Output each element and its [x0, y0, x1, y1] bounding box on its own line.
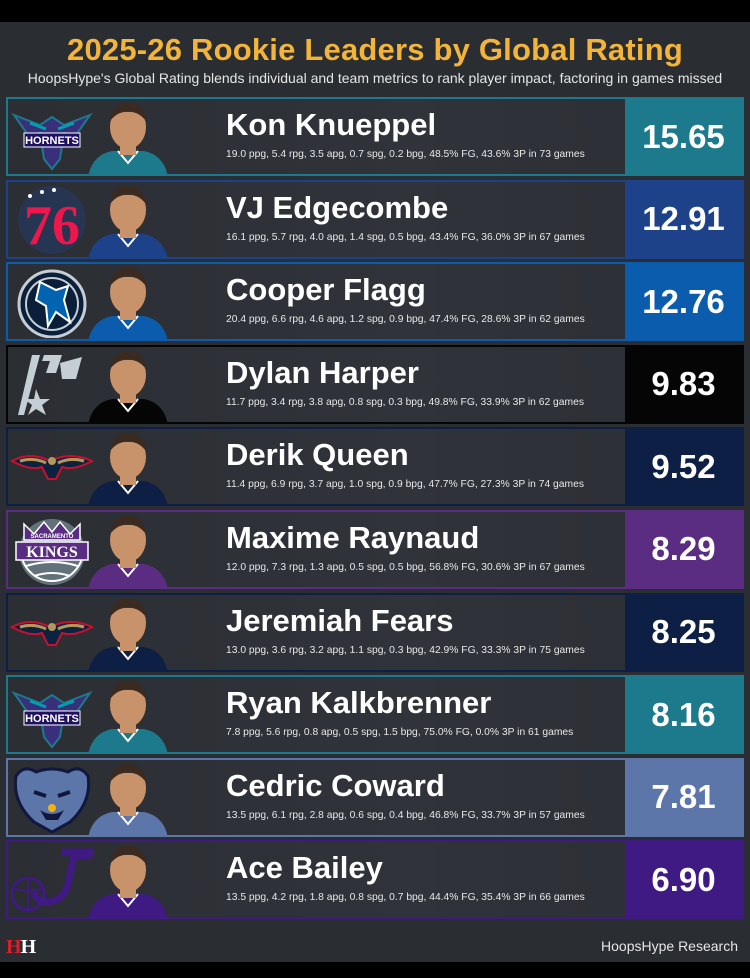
player-name: Ryan Kalkbrenner	[226, 685, 492, 721]
svg-text:76: 76	[24, 195, 80, 256]
player-row: HORNETS Ryan Kalkbrenner 7.8 ppg, 5.6 rpg…	[6, 675, 744, 755]
player-row: Cedric Coward 13.5 ppg, 6.1 rpg, 2.8 apg,…	[6, 757, 744, 837]
global-rating: 12.91	[625, 181, 742, 257]
player-photo	[78, 429, 178, 505]
global-rating: 9.83	[625, 346, 742, 422]
player-stats: 13.0 ppg, 3.6 rpg, 3.2 apg, 1.1 spg, 0.3…	[226, 644, 585, 656]
player-photo	[78, 842, 178, 918]
player-stats: 16.1 ppg, 5.7 rpg, 4.0 apg, 1.4 spg, 0.5…	[226, 231, 585, 243]
player-photo	[78, 99, 178, 174]
global-rating: 6.90	[625, 842, 742, 918]
global-rating: 12.76	[625, 264, 742, 340]
player-row: SACRAMENTO KINGS Maxime Raynaud 12.0 ppg,…	[6, 509, 744, 589]
grizzlies-logo	[10, 762, 94, 834]
player-row: 76 VJ Edgecombe 16.1 ppg, 5.7 rpg, 4.0 ap…	[6, 179, 744, 259]
player-stats: 12.0 ppg, 7.3 rpg, 1.3 apg, 0.5 spg, 0.5…	[226, 561, 585, 573]
player-photo	[78, 595, 178, 670]
svg-text:KINGS: KINGS	[26, 544, 78, 561]
svg-text:HORNETS: HORNETS	[25, 713, 79, 725]
global-rating: 7.81	[625, 759, 742, 835]
player-name: Maxime Raynaud	[226, 519, 480, 555]
kings-logo: SACRAMENTO KINGS	[10, 514, 94, 586]
player-photo	[78, 182, 178, 257]
bottom-bar	[0, 962, 750, 978]
jazz-logo	[10, 844, 101, 916]
player-row: Jeremiah Fears 13.0 ppg, 3.6 rpg, 3.2 apg…	[6, 592, 744, 672]
pelicans-logo	[9, 431, 95, 503]
player-name: Dylan Harper	[226, 354, 419, 390]
player-photo	[78, 760, 178, 835]
hoopshype-logo: HH	[6, 936, 36, 958]
player-photo	[78, 264, 178, 340]
global-rating: 9.52	[625, 429, 742, 505]
top-bar	[0, 0, 750, 22]
player-row: Derik Queen 11.4 ppg, 6.9 rpg, 3.7 apg, 1…	[6, 427, 744, 507]
player-stats: 13.5 ppg, 6.1 rpg, 2.8 apg, 0.6 spg, 0.4…	[226, 809, 585, 821]
player-stats: 13.5 ppg, 4.2 rpg, 1.8 apg, 0.8 spg, 0.7…	[226, 892, 585, 904]
player-name: Cedric Coward	[226, 767, 445, 803]
pelicans-logo	[9, 597, 95, 669]
player-name: Jeremiah Fears	[226, 602, 454, 638]
player-name: Derik Queen	[226, 437, 409, 473]
player-list: HORNETS Kon Knueppel 19.0 ppg, 5.4 rpg, 3…	[6, 97, 744, 923]
player-stats: 11.4 ppg, 6.9 rpg, 3.7 apg, 1.0 spg, 0.9…	[226, 479, 584, 491]
player-name: Kon Knueppel	[226, 107, 437, 142]
global-rating: 8.29	[625, 511, 742, 587]
player-row: Ace Bailey 13.5 ppg, 4.2 rpg, 1.8 apg, 0.…	[6, 840, 744, 920]
player-photo	[78, 677, 178, 753]
player-photo	[78, 347, 178, 422]
player-stats: 19.0 ppg, 5.4 rpg, 3.5 apg, 0.7 spg, 0.2…	[226, 149, 585, 160]
player-row: Cooper Flagg 20.4 ppg, 6.6 rpg, 4.6 apg, …	[6, 262, 744, 342]
player-name: VJ Edgecombe	[226, 189, 449, 225]
hornets-logo: HORNETS	[10, 679, 94, 751]
svg-text:SACRAMENTO: SACRAMENTO	[31, 534, 74, 540]
player-row: Dylan Harper 11.7 ppg, 3.4 rpg, 3.8 apg, …	[6, 344, 744, 424]
svg-text:HORNETS: HORNETS	[25, 135, 79, 147]
footer-credit: HoopsHype Research	[601, 938, 738, 954]
hornets-logo: HORNETS	[10, 101, 94, 173]
global-rating: 8.16	[625, 677, 742, 753]
mavericks-logo	[10, 266, 94, 339]
page-subtitle: HoopsHype's Global Rating blends individ…	[27, 70, 723, 86]
player-stats: 20.4 ppg, 6.6 rpg, 4.6 apg, 1.2 spg, 0.9…	[226, 314, 585, 326]
player-stats: 11.7 ppg, 3.4 rpg, 3.8 apg, 0.8 spg, 0.3…	[226, 396, 584, 408]
global-rating: 8.25	[625, 594, 742, 670]
page-title: 2025-26 Rookie Leaders by Global Rating	[67, 32, 683, 67]
player-row: HORNETS Kon Knueppel 19.0 ppg, 5.4 rpg, 3…	[6, 97, 744, 176]
player-photo	[78, 512, 178, 587]
player-name: Cooper Flagg	[226, 272, 426, 308]
sixers-logo: 76	[10, 184, 94, 257]
global-rating: 15.65	[625, 99, 742, 174]
spurs-logo	[10, 349, 94, 421]
player-name: Ace Bailey	[226, 850, 383, 886]
player-stats: 7.8 ppg, 5.6 rpg, 0.8 apg, 0.5 spg, 1.5 …	[226, 727, 574, 739]
